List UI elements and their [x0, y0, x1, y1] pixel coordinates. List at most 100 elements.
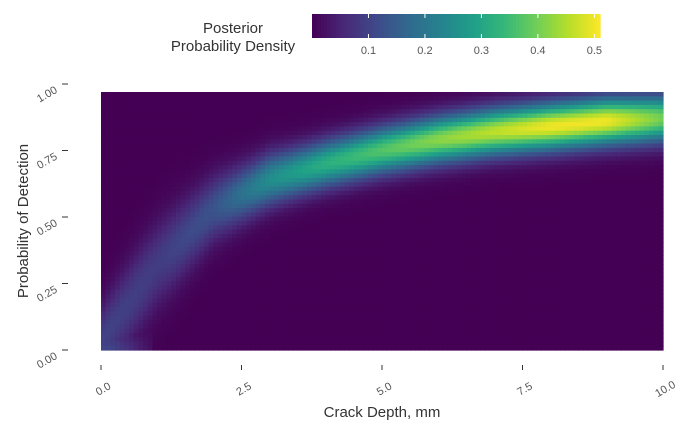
heatmap-cell	[410, 302, 416, 308]
heatmap-cell	[110, 147, 116, 153]
heatmap-cell	[175, 238, 182, 244]
heatmap-cell	[288, 285, 294, 291]
heatmap-cell	[470, 135, 477, 140]
heatmap-cell	[241, 246, 247, 252]
heatmap-cell	[288, 276, 294, 282]
heatmap-cell	[414, 122, 421, 127]
heatmap-cell	[461, 251, 467, 256]
heatmap-cell	[452, 178, 458, 183]
heatmap-cell	[264, 307, 271, 312]
heatmap-cell	[433, 156, 439, 162]
heatmap-cell	[269, 199, 275, 205]
heatmap-cell	[218, 100, 224, 106]
heatmap-cell	[372, 302, 378, 308]
heatmap-cell	[438, 203, 444, 209]
heatmap-cell	[129, 242, 135, 248]
heatmap-cell	[171, 233, 177, 239]
heatmap-cell	[105, 238, 111, 244]
heatmap-cell	[428, 208, 435, 213]
heatmap-cell	[199, 345, 205, 351]
heatmap-cell	[372, 246, 378, 252]
heatmap-cell	[419, 165, 425, 170]
heatmap-cell	[293, 259, 299, 265]
heatmap-cell	[166, 182, 172, 188]
heatmap-cell	[316, 139, 322, 145]
heatmap-cell	[391, 208, 397, 213]
heatmap-cell	[372, 190, 378, 196]
heatmap-cell	[274, 311, 280, 317]
heatmap-cell	[129, 341, 135, 347]
heatmap-cell	[307, 289, 313, 295]
heatmap-cell	[349, 281, 355, 287]
heatmap-cell	[391, 332, 397, 338]
heatmap-cell	[250, 152, 257, 158]
heatmap-cell	[138, 328, 144, 334]
heatmap-cell	[260, 221, 266, 226]
heatmap-cell	[447, 246, 453, 252]
heatmap-cell	[250, 203, 257, 209]
heatmap-cell	[110, 337, 116, 342]
heatmap-cell	[288, 199, 294, 205]
heatmap-cell	[391, 135, 397, 140]
heatmap-cell	[236, 268, 243, 274]
heatmap-cell	[208, 268, 214, 274]
heatmap-cell	[241, 276, 247, 282]
heatmap-cell	[222, 186, 229, 192]
heatmap-cell	[335, 139, 341, 145]
heatmap-cell	[311, 259, 318, 265]
colorbar-segment	[357, 14, 361, 38]
heatmap-cell	[367, 285, 374, 291]
heatmap-cell	[161, 332, 168, 338]
heatmap-cell	[194, 281, 200, 287]
heatmap-cell	[428, 139, 435, 145]
heatmap-cell	[325, 233, 332, 239]
heatmap-cell	[330, 216, 336, 222]
heatmap-cell	[115, 319, 121, 325]
heatmap-cell	[260, 152, 266, 158]
heatmap-cell	[269, 160, 275, 166]
heatmap-cell	[236, 147, 243, 153]
heatmap-cell	[232, 264, 238, 269]
heatmap-cell	[438, 92, 444, 97]
heatmap-cell	[358, 169, 364, 175]
heatmap-cell	[157, 337, 163, 342]
heatmap-cell	[466, 130, 472, 136]
heatmap-cell	[246, 143, 252, 149]
heatmap-cell	[157, 246, 163, 252]
heatmap-cell	[466, 135, 472, 140]
heatmap-cell	[147, 122, 154, 127]
heatmap-cell	[438, 341, 444, 347]
heatmap-cell	[358, 109, 364, 115]
heatmap-cell	[428, 345, 435, 351]
heatmap-cell	[424, 272, 430, 278]
heatmap-cell	[339, 203, 346, 209]
heatmap-cell	[185, 169, 191, 175]
heatmap-cell	[311, 182, 318, 188]
heatmap-cell	[199, 242, 205, 248]
heatmap-cell	[377, 319, 383, 325]
heatmap-cell	[344, 298, 350, 304]
heatmap-cell	[433, 251, 439, 256]
heatmap-cell	[382, 208, 388, 213]
heatmap-cell	[161, 289, 168, 295]
heatmap-cell	[250, 272, 257, 278]
heatmap-cell	[396, 264, 402, 269]
heatmap-cell	[438, 307, 444, 312]
heatmap-cell	[250, 135, 257, 140]
heatmap-cell	[372, 332, 378, 338]
heatmap-cell	[461, 221, 467, 226]
heatmap-cell	[400, 233, 407, 239]
heatmap-cell	[105, 135, 111, 140]
heatmap-cell	[138, 238, 144, 244]
heatmap-cell	[101, 225, 107, 231]
heatmap-cell	[171, 324, 177, 330]
heatmap-cell	[311, 289, 318, 295]
heatmap-cell	[442, 324, 449, 330]
heatmap-cell	[124, 139, 130, 145]
heatmap-cell	[335, 302, 341, 308]
heatmap-cell	[143, 298, 149, 304]
heatmap-cell	[119, 186, 126, 192]
heatmap-cell	[330, 281, 336, 287]
heatmap-cell	[189, 311, 196, 317]
heatmap-cell	[199, 186, 205, 192]
